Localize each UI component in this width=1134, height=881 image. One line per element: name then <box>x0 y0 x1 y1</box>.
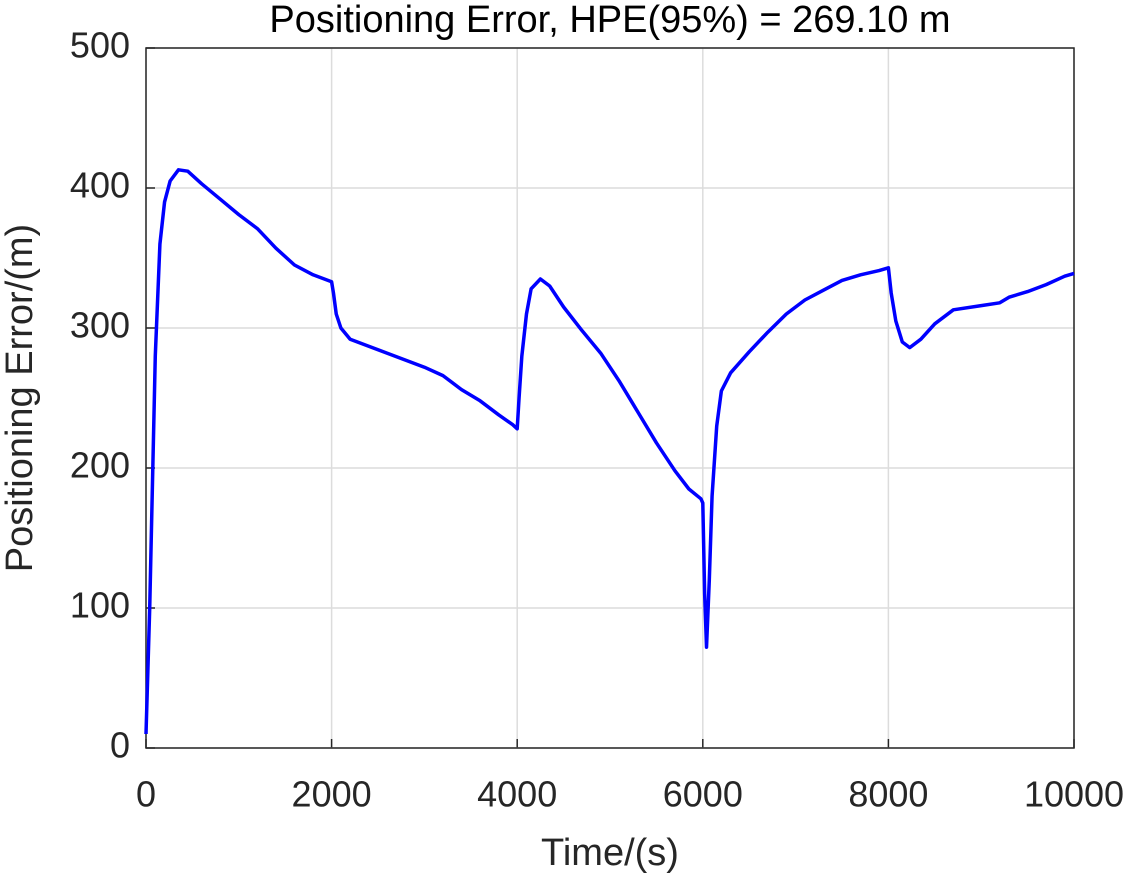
x-tick-label: 8000 <box>848 774 928 815</box>
chart-title: Positioning Error, HPE(95%) = 269.10 m <box>269 0 950 41</box>
x-tick-label: 10000 <box>1024 774 1124 815</box>
x-tick-label: 4000 <box>477 774 557 815</box>
data-line <box>144 168 1075 735</box>
y-tick-label: 400 <box>70 165 130 206</box>
y-axis-label: Positioning Error/(m) <box>0 224 41 572</box>
y-tick-label: 500 <box>70 25 130 66</box>
x-tick-label: 0 <box>136 774 156 815</box>
x-axis-label: Time/(s) <box>541 832 679 874</box>
y-tick-label: 300 <box>70 305 130 346</box>
y-tick-label: 0 <box>110 725 130 766</box>
x-tick-label: 2000 <box>292 774 372 815</box>
plot-frame <box>145 47 1075 749</box>
y-tick-label: 100 <box>70 585 130 626</box>
x-tick-label: 6000 <box>663 774 743 815</box>
y-tick-label: 200 <box>70 445 130 486</box>
